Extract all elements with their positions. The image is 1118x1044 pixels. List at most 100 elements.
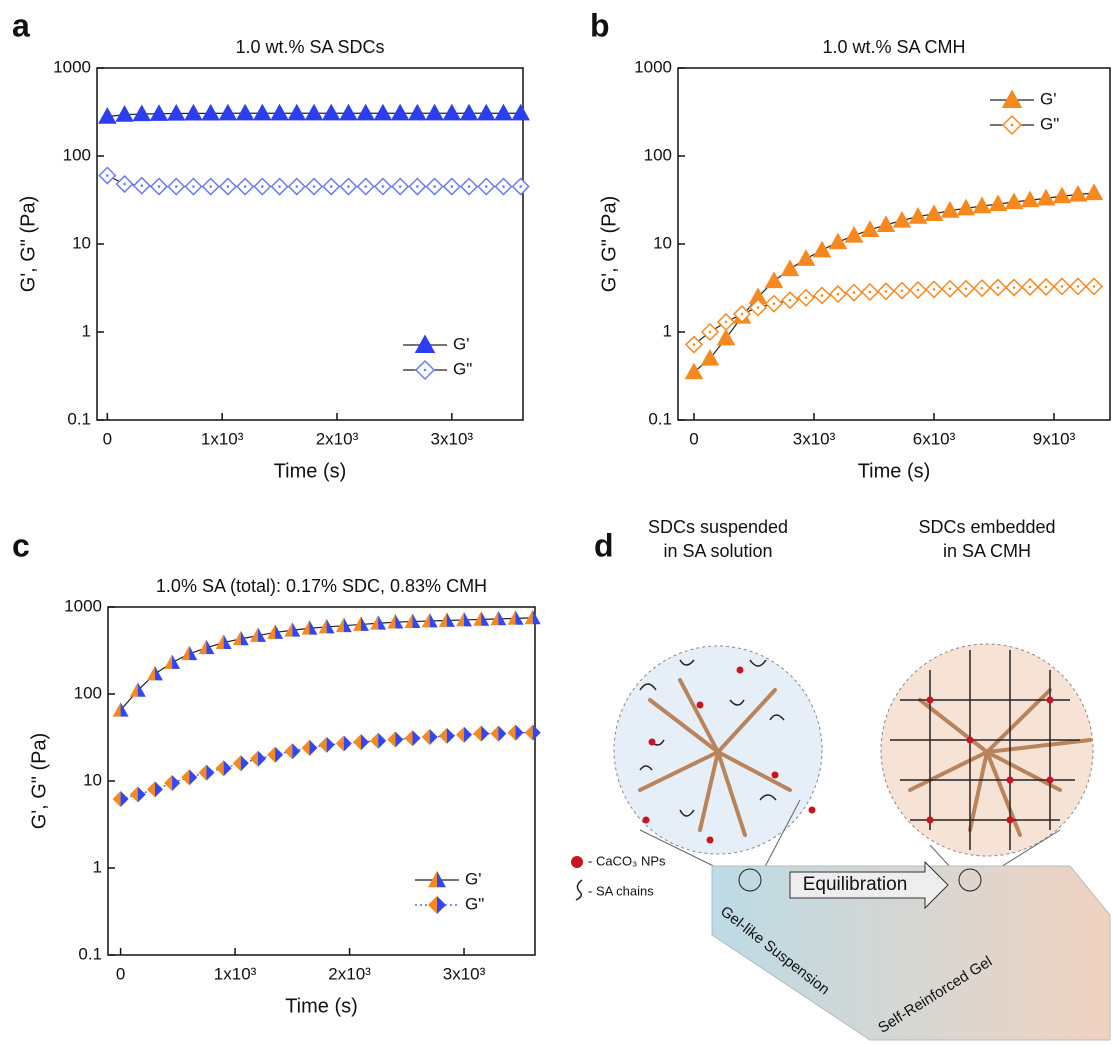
- data-point: [490, 610, 507, 626]
- marker-half: [428, 871, 437, 888]
- marker: [98, 107, 117, 124]
- marker-half: [412, 730, 421, 747]
- data-point: [438, 727, 455, 744]
- data-point: [876, 282, 896, 301]
- data-point: [132, 104, 152, 122]
- marker-half: [112, 702, 121, 717]
- data-point: [184, 177, 203, 196]
- caption: in SA solution: [663, 541, 772, 561]
- marker-half: [387, 731, 396, 748]
- data-point: [684, 335, 704, 354]
- marker: [390, 103, 410, 121]
- marker-dot: [964, 287, 968, 291]
- data-point: [167, 177, 186, 196]
- data-point: [1036, 188, 1056, 206]
- marker-half: [387, 614, 396, 629]
- data-point: [301, 739, 318, 756]
- marker-dot: [243, 185, 247, 188]
- marker-dot: [852, 291, 856, 294]
- marker: [132, 104, 152, 122]
- marker: [860, 220, 880, 237]
- marker-dot: [381, 185, 385, 188]
- caption: in SA CMH: [943, 541, 1031, 561]
- data-point: [149, 177, 169, 196]
- y-tick-label: 1000: [64, 596, 102, 615]
- marker-half: [343, 735, 352, 752]
- data-point: [98, 107, 117, 124]
- marker: [1084, 183, 1104, 201]
- data-point: [181, 645, 198, 661]
- data-point: [780, 259, 800, 277]
- data-point: [716, 328, 736, 346]
- data-point: [98, 166, 117, 185]
- data-point: [370, 732, 387, 749]
- marker-dot: [740, 312, 744, 316]
- x-axis-label: Time (s): [858, 460, 931, 482]
- data-point: [335, 617, 352, 633]
- marker-dot: [900, 289, 904, 292]
- marker-dot: [980, 286, 984, 290]
- marker-dot: [1076, 285, 1080, 288]
- y-tick-label: 1: [93, 857, 102, 876]
- marker-half: [301, 739, 310, 756]
- marker-half: [515, 724, 524, 741]
- marker-half: [137, 682, 146, 697]
- marker-half: [257, 627, 266, 642]
- data-point: [164, 774, 181, 791]
- marker-half: [164, 774, 173, 791]
- marker-dot: [484, 185, 488, 188]
- data-point: [860, 220, 880, 237]
- marker: [988, 194, 1008, 212]
- data-point: [352, 616, 369, 631]
- marker-half: [335, 617, 344, 633]
- data-point: [232, 630, 249, 646]
- panel-letter: d: [594, 527, 614, 563]
- marker-dot: [106, 174, 109, 177]
- data-point: [972, 279, 992, 298]
- marker: [287, 103, 307, 121]
- panel-letter: b: [590, 7, 610, 43]
- marker-half: [249, 750, 258, 767]
- marker-half: [198, 764, 207, 781]
- marker-half: [318, 736, 327, 753]
- marker-dot: [692, 343, 696, 346]
- data-point: [404, 613, 421, 628]
- y-tick-label: 1000: [634, 57, 672, 76]
- data-point: [1052, 186, 1072, 204]
- marker-dot: [347, 185, 350, 188]
- marker: [494, 103, 513, 121]
- marker-dot: [329, 185, 333, 188]
- data-point: [318, 618, 335, 634]
- arrow-label: Equilibration: [803, 874, 908, 895]
- marker: [812, 240, 832, 258]
- marker-dot: [916, 288, 920, 292]
- data-point: [477, 177, 496, 196]
- data-point: [494, 177, 513, 196]
- data-point: [356, 177, 375, 196]
- marker-half: [154, 665, 163, 681]
- data-point: [235, 103, 255, 121]
- marker: [700, 348, 720, 366]
- marker-dot: [724, 320, 728, 324]
- marker: [414, 334, 436, 353]
- marker-half: [232, 630, 241, 646]
- legend-label: G": [1040, 114, 1059, 133]
- marker-half: [507, 610, 516, 625]
- marker-dot: [519, 185, 523, 188]
- data-point: [732, 304, 752, 324]
- data-point: [438, 612, 455, 627]
- y-tick-label: 0.1: [648, 409, 672, 428]
- marker-half: [429, 613, 438, 628]
- data-point: [1052, 277, 1072, 296]
- data-point: [473, 725, 490, 742]
- data-point: [748, 298, 768, 317]
- marker-half: [456, 726, 465, 743]
- data-point: [812, 240, 832, 258]
- marker-dot: [261, 185, 264, 188]
- x-tick-label: 1x10³: [214, 964, 257, 983]
- y-tick-label: 1: [663, 321, 672, 340]
- marker-dot: [772, 302, 776, 305]
- data-point: [304, 177, 324, 196]
- marker-half: [137, 786, 146, 803]
- data-point: [181, 769, 198, 786]
